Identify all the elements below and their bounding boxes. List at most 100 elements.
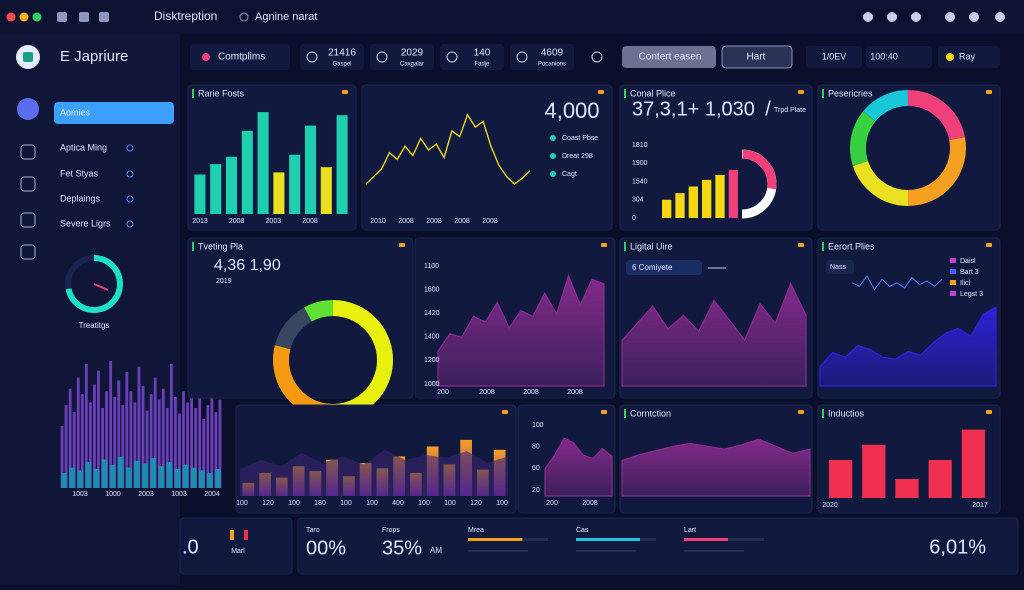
bar (161, 388, 165, 488)
panel-menu[interactable] (986, 410, 992, 414)
panel-menu[interactable] (601, 410, 607, 414)
button[interactable] (721, 45, 793, 69)
x-tick-label: 2008 (567, 389, 583, 396)
nav-icon[interactable] (20, 144, 36, 160)
x-tick-label: 100 (288, 500, 300, 507)
bar (210, 388, 214, 488)
icon[interactable] (57, 12, 67, 22)
chip-label: Nass (830, 264, 846, 271)
title-accent (192, 89, 194, 98)
gauge (742, 149, 777, 190)
toolbar-icon[interactable] (863, 12, 873, 22)
bar (150, 458, 156, 488)
kpi-value: 35% (382, 537, 422, 559)
panel-menu[interactable] (798, 243, 804, 247)
title-accent (624, 89, 626, 98)
bar (133, 402, 137, 488)
stat-label: 100:40 (870, 51, 898, 61)
bar (895, 479, 919, 498)
toolbar-icon[interactable] (995, 12, 1005, 22)
nav-badge[interactable] (126, 170, 134, 178)
nav-item: Fet Styas (60, 168, 99, 178)
nav-item: Aomies (60, 107, 91, 117)
bar (190, 467, 197, 488)
toolbar-icon[interactable] (887, 12, 897, 22)
button-label: Hart (747, 52, 766, 63)
toolbar-icon[interactable] (969, 12, 979, 22)
stat-icon (376, 51, 388, 63)
dropdown[interactable] (938, 46, 1000, 68)
panel-menu[interactable] (986, 243, 992, 247)
bar (113, 396, 117, 488)
bar (93, 384, 96, 488)
brand: E Japriure (60, 48, 128, 65)
area (544, 437, 613, 497)
nav-badge[interactable] (126, 220, 134, 228)
bar (828, 460, 853, 498)
bar (688, 186, 698, 218)
nav-icon[interactable] (20, 176, 36, 192)
chip (626, 260, 702, 275)
x-tick-label: 2008 (426, 218, 442, 225)
kpi-label: Marl (231, 548, 245, 555)
icon[interactable] (79, 12, 89, 22)
x-tick-label: 2003 (138, 491, 154, 498)
area (437, 274, 605, 387)
bar (198, 470, 205, 488)
nav-icon[interactable] (20, 212, 36, 228)
headline: 4,36 1,90 (214, 257, 281, 274)
icon[interactable] (99, 12, 109, 22)
subtitle: 2019 (216, 278, 232, 285)
stat-chip (370, 44, 434, 70)
stat-label: Gaspel (332, 62, 351, 68)
stat-chip (510, 44, 574, 70)
button[interactable] (622, 46, 716, 68)
panel-menu[interactable] (502, 410, 508, 414)
bar (134, 460, 140, 488)
progress-label: Mrea (468, 527, 484, 534)
filter-dropdown[interactable] (190, 44, 290, 70)
stat-value: 4609 (541, 48, 564, 59)
chip-label: 6 Comiyete (632, 263, 673, 272)
progress-label: Lart (684, 527, 696, 534)
nav-badge[interactable] (126, 144, 134, 152)
panel-menu[interactable] (399, 243, 405, 247)
bar (215, 468, 221, 488)
panel-menu[interactable] (986, 90, 992, 94)
search-button[interactable] (591, 51, 603, 63)
app-title: Disktreption (154, 9, 217, 23)
bar (194, 407, 198, 488)
panel-menu[interactable] (798, 410, 804, 414)
y-tick-label: 100 (532, 422, 544, 429)
progress-bar (468, 538, 523, 541)
nav-badge[interactable] (126, 195, 134, 203)
bar (153, 377, 157, 488)
nav-item: Aptica Ming (60, 142, 107, 152)
panel-menu[interactable] (598, 90, 604, 94)
bar (662, 199, 672, 218)
panel-menu[interactable] (342, 90, 348, 94)
dropdown-label: Ray (959, 51, 976, 61)
bar (304, 125, 317, 214)
bar (174, 396, 177, 488)
area (819, 306, 997, 387)
toolbar-icon[interactable] (945, 12, 955, 22)
x-tick-label: 100 (444, 500, 456, 507)
donut-segment (907, 137, 966, 206)
panel-menu[interactable] (798, 90, 804, 94)
stat-label: Fadje (474, 62, 490, 68)
gauge (65, 255, 123, 313)
panel-title: Eerort Plies (828, 241, 875, 251)
x-tick-label: 120 (470, 500, 482, 507)
panel (817, 84, 1001, 231)
bar (117, 456, 124, 488)
stat-icon (306, 51, 318, 63)
x-tick-label: 2008 (482, 218, 498, 225)
bar (76, 377, 80, 488)
stat-label: 1/0EV (822, 51, 847, 61)
x-tick-label: 100 (496, 500, 508, 507)
panel-menu[interactable] (601, 243, 607, 247)
toolbar-icon[interactable] (911, 12, 921, 22)
nav-icon[interactable] (20, 244, 36, 260)
y-tick-label: 1200 (424, 357, 440, 364)
